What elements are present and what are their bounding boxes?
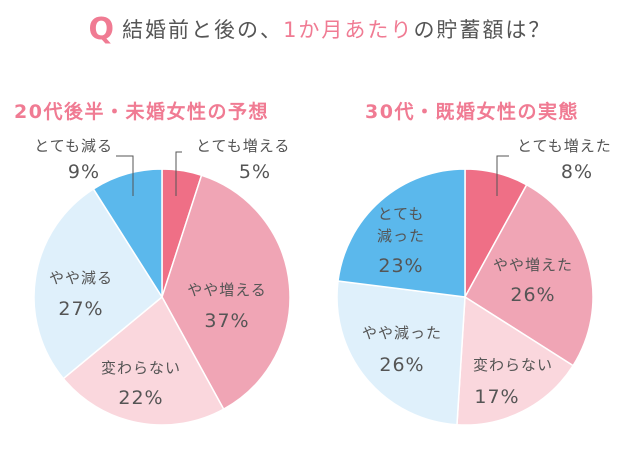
pie-slice: [464, 183, 594, 367]
slice-label: やや減る: [49, 269, 113, 287]
leader-line: [116, 155, 134, 196]
title-part-2: の貯蓄額は？: [413, 18, 552, 42]
slice-label: 減った: [377, 227, 425, 245]
title-part-1: 結婚前と後の、: [122, 18, 284, 42]
slice-label: やや増えた: [493, 256, 573, 274]
slice-value: 27%: [58, 298, 103, 320]
pie-slice: [62, 295, 225, 426]
pie-slice: [161, 174, 291, 411]
slice-label: とても増えた: [517, 137, 612, 155]
question-title: Q 結婚前と後の、1か月あたりの貯蓄額は？: [0, 12, 640, 47]
leader-line: [175, 151, 182, 196]
pie-slice: [336, 280, 466, 426]
pie-slice: [33, 187, 163, 380]
slice-value: 26%: [510, 284, 555, 306]
slice-label: とても減る: [34, 137, 113, 155]
pie-slice: [337, 168, 466, 298]
slice-value: 9%: [68, 161, 100, 183]
leader-line: [496, 155, 509, 196]
q-mark: Q: [88, 12, 117, 47]
slice-value: 23%: [378, 255, 423, 277]
pie-slice: [92, 168, 163, 300]
right-chart-title: 30代・既婚女性の実態: [365, 101, 579, 123]
slice-value: 5%: [239, 161, 271, 183]
slice-label: とても: [378, 205, 425, 223]
title-highlight: 1か月あたり: [283, 18, 414, 42]
slice-value: 17%: [474, 386, 519, 408]
slice-value: 26%: [379, 354, 424, 376]
slice-label: やや減った: [362, 324, 442, 342]
left-chart-title: 20代後半・未婚女性の予想: [14, 101, 269, 123]
slice-label: とても増える: [196, 137, 290, 155]
slice-label: 変わらない: [473, 356, 553, 374]
slice-value: 37%: [204, 310, 249, 332]
slice-label: 変わらない: [101, 359, 181, 377]
pie-left: とても増える 5% やや増える 37% 変わらない 22% やや減る 27% とても減る 9%: [33, 137, 291, 426]
slice-value: 8%: [561, 161, 593, 183]
slice-label: やや増える: [187, 281, 267, 299]
slice-value: 22%: [118, 387, 163, 409]
pie-slice: [456, 295, 575, 426]
